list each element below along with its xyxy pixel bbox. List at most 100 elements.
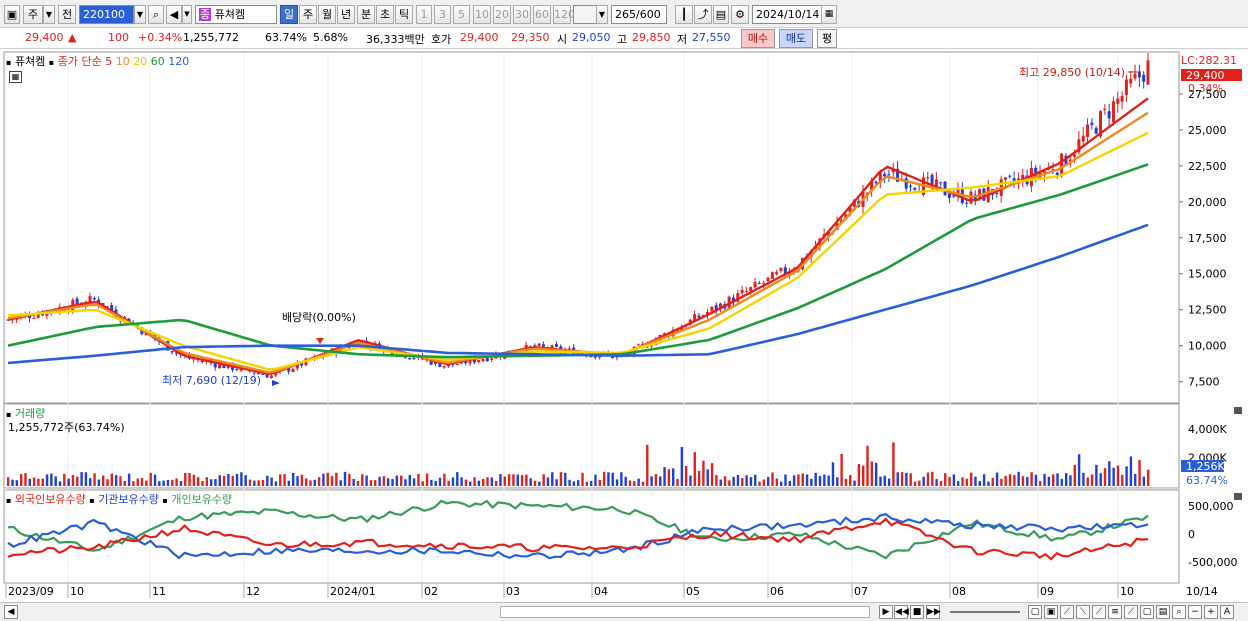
candle <box>92 297 96 300</box>
volume-bar <box>287 480 291 486</box>
volume-bar <box>253 480 256 486</box>
candle <box>88 296 92 304</box>
chart-svg[interactable]: 27,500 25,000 22,500 20,000 17,500 15,000 12,5… <box>0 50 1248 603</box>
volume-bar <box>387 478 390 486</box>
holding-panel-close-icon[interactable] <box>1234 493 1242 500</box>
sell-button[interactable]: 매도 <box>779 29 813 48</box>
candle <box>222 363 226 369</box>
candle <box>1012 178 1016 183</box>
tab-minute[interactable]: 분 <box>357 5 375 24</box>
tab-day[interactable]: 일 <box>280 5 298 24</box>
volume-bar <box>1116 465 1120 486</box>
interval-dropdown-icon[interactable]: ▼ <box>596 5 608 24</box>
zoom-in-icon[interactable]: + <box>1204 605 1218 619</box>
tab-second[interactable]: 초 <box>376 5 394 24</box>
tab-year[interactable]: 년 <box>337 5 355 24</box>
x-tick-label: 12 <box>246 585 260 598</box>
tool-icon-4[interactable]: ⟍ <box>1076 605 1090 619</box>
volume-bar <box>883 475 886 486</box>
x-tick-label: 07 <box>854 585 868 598</box>
scroll-left-icon[interactable]: ◀ <box>4 605 18 619</box>
price-panel-menu-icon[interactable]: ▪ <box>6 58 12 67</box>
font-size-icon[interactable]: A <box>1220 605 1234 619</box>
count-field[interactable]: 265/600 <box>611 5 667 24</box>
price-change: 100 <box>108 31 129 44</box>
tool-icon-2[interactable]: ▣ <box>1044 605 1058 619</box>
date-field[interactable]: 2024/10/14 <box>752 5 822 24</box>
scroll-right-icon[interactable]: ▶ <box>879 605 893 619</box>
volume-bar <box>1026 476 1029 486</box>
code-dropdown-icon[interactable]: ▼ <box>134 5 146 24</box>
interval-button-30[interactable]: 30 <box>513 5 531 24</box>
volume-bar <box>693 452 696 486</box>
buy-button[interactable]: 매수 <box>741 29 775 48</box>
volume-bar <box>611 472 614 486</box>
tab-tick[interactable]: 틱 <box>395 5 413 24</box>
volume-bar <box>32 477 36 486</box>
candle <box>541 344 545 347</box>
candle-icon[interactable]: ┃ <box>675 5 693 24</box>
interval-button-60[interactable]: 60 <box>533 5 551 24</box>
volume-bar <box>292 472 295 486</box>
speaker-icon[interactable]: ◀ <box>166 5 182 24</box>
tab-month[interactable]: 월 <box>318 5 336 24</box>
tool-icon-5[interactable]: ⟋ <box>1092 605 1106 619</box>
save-icon[interactable]: ▤ <box>713 5 729 24</box>
tool-icon-8[interactable]: ▢ <box>1140 605 1154 619</box>
volume-bar <box>279 474 282 486</box>
avg-button[interactable]: 평 <box>817 29 837 48</box>
tool-icon-3[interactable]: ⟋ <box>1060 605 1074 619</box>
scroll-thumb[interactable] <box>500 606 870 618</box>
tool-icon-1[interactable]: ▢ <box>1028 605 1042 619</box>
bottom-scrollbar[interactable]: ◀ ▶ ◀◀ ■ ▶▶ ▢ ▣ ⟋ ⟍ ⟋ ≡ ⟋ ▢ ▤ ⌕ − + A <box>0 602 1248 621</box>
chart-area[interactable]: 27,500 25,000 22,500 20,000 17,500 15,000 12,5… <box>0 50 1248 603</box>
interval-button-20[interactable]: 20 <box>493 5 511 24</box>
interval-button-3[interactable]: 3 <box>434 5 451 24</box>
market-select[interactable]: 주 <box>23 5 43 24</box>
volume-panel-menu-icon[interactable]: ▪ <box>6 410 12 419</box>
interval-button-5[interactable]: 5 <box>453 5 470 24</box>
foreign-holding-label: 외국인보유수량 <box>14 493 86 506</box>
table-toggle-icon[interactable]: ▦ <box>9 71 22 83</box>
candle <box>930 174 934 187</box>
speaker-dropdown-icon[interactable]: ▼ <box>182 5 192 24</box>
holding-legend-icon: ▪ <box>6 496 12 505</box>
calendar-icon[interactable]: ▦ <box>821 5 837 24</box>
play-icon[interactable]: ▶▶ <box>926 605 941 619</box>
candle <box>1034 167 1038 176</box>
stop-icon[interactable]: ■ <box>910 605 924 619</box>
volume-bar <box>874 462 878 486</box>
interval-button-1[interactable]: 1 <box>416 5 432 24</box>
candle <box>896 168 900 182</box>
tool-icon-7[interactable]: ⟋ <box>1124 605 1138 619</box>
market-dropdown-icon[interactable]: ▼ <box>43 5 55 24</box>
tab-week[interactable]: 주 <box>299 5 317 24</box>
volume-bar <box>425 473 429 486</box>
interval-button-120[interactable]: 120 <box>553 5 575 24</box>
stock-name-field[interactable]: 종 퓨쳐켐 <box>195 5 277 24</box>
volume-bar <box>866 445 869 486</box>
tool-icon-9[interactable]: ▤ <box>1156 605 1170 619</box>
volume-bar <box>982 474 986 486</box>
zoom-icon[interactable]: ⌕ <box>1172 605 1186 619</box>
window-icon[interactable]: ▣ <box>4 5 20 24</box>
volume-bar <box>728 480 731 486</box>
volume-bar <box>1073 464 1076 486</box>
holding-tick-label: 500,000 <box>1188 500 1234 513</box>
volume-bar <box>1103 468 1107 486</box>
draw-tool-icon[interactable]: ⤴ <box>694 5 712 24</box>
volume-bars <box>7 442 1150 486</box>
zoom-slider[interactable] <box>950 611 1020 613</box>
volume-bar <box>188 473 191 486</box>
prev-button[interactable]: 전 <box>58 5 76 24</box>
tool-icon-6[interactable]: ≡ <box>1108 605 1122 619</box>
zoom-out-icon[interactable]: − <box>1188 605 1202 619</box>
gear-icon[interactable]: ⚙ <box>731 5 749 24</box>
volume-panel-close-icon[interactable] <box>1234 407 1242 414</box>
rewind-icon[interactable]: ◀◀ <box>894 605 909 619</box>
candle <box>32 317 36 319</box>
code-input[interactable]: 220100 <box>79 5 134 24</box>
interval-button-10[interactable]: 10 <box>473 5 491 24</box>
volume-bar <box>102 475 105 486</box>
search-icon[interactable]: ⌕ <box>148 5 164 24</box>
